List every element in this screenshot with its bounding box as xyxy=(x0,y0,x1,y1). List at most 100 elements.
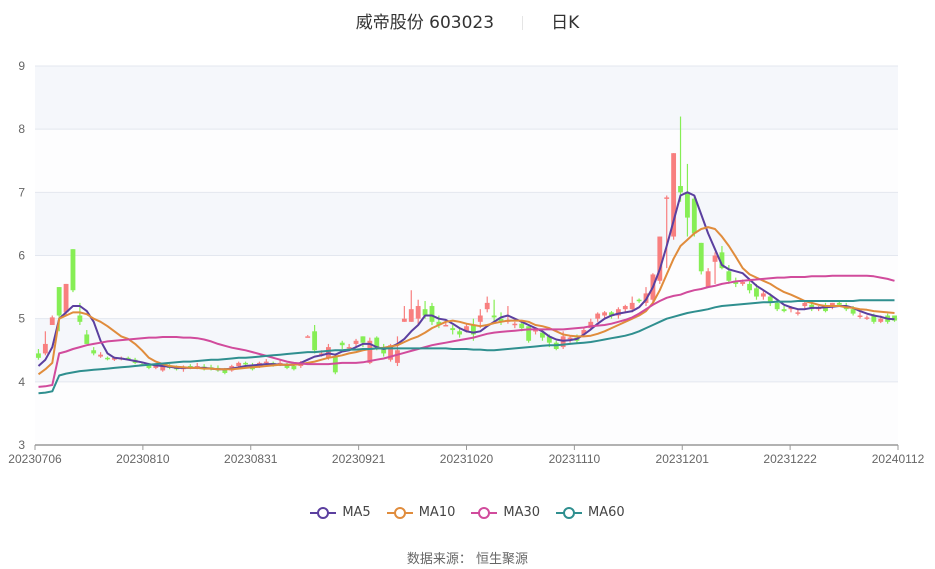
candle-body xyxy=(609,312,614,316)
candle-body xyxy=(470,324,476,335)
candle-body xyxy=(353,340,359,344)
candle-body xyxy=(236,362,242,367)
candle-body xyxy=(836,302,842,305)
candle-body xyxy=(892,315,897,321)
x-tick-label: 20230831 xyxy=(224,452,278,466)
candle-body xyxy=(546,336,552,343)
x-tick-label: 20230706 xyxy=(8,452,62,466)
candle-body xyxy=(636,299,642,302)
candle-body xyxy=(243,362,248,365)
x-tick-label: 20231110 xyxy=(549,452,601,466)
candle-body xyxy=(63,283,69,313)
candle-body xyxy=(760,293,766,297)
candle-body xyxy=(871,315,877,322)
y-tick-label: 3 xyxy=(18,438,25,452)
candle-body xyxy=(98,354,104,357)
candle-body xyxy=(802,302,808,307)
candle-body xyxy=(671,153,677,237)
candle-body xyxy=(512,323,518,326)
candle-body xyxy=(519,323,525,329)
candle-body xyxy=(740,282,746,284)
grid-band xyxy=(35,66,898,130)
candle-body xyxy=(49,317,55,325)
stock-name: 威帝股份 603023 xyxy=(355,13,495,33)
candle-body xyxy=(36,353,41,358)
ma60-line xyxy=(38,299,895,395)
candle-body xyxy=(850,309,856,314)
legend-item-ma5[interactable]: MA5 xyxy=(310,505,371,520)
legend-item-ma10[interactable]: MA10 xyxy=(386,505,456,520)
candle-body xyxy=(878,318,884,322)
ma5-legend-icon xyxy=(310,506,337,519)
candle-body xyxy=(277,362,283,365)
grid-band xyxy=(35,192,898,256)
legend-label: MA10 xyxy=(418,505,456,520)
candle-body xyxy=(305,336,311,338)
candle-body xyxy=(105,357,110,360)
candle-body xyxy=(712,255,718,262)
candle-body xyxy=(664,197,670,199)
y-tick-label: 8 xyxy=(18,122,25,136)
candle-body xyxy=(70,249,76,291)
x-tick-label: 20231201 xyxy=(656,452,710,466)
x-tick-label: 20230921 xyxy=(332,452,386,466)
candle-body xyxy=(678,186,683,193)
candle-body xyxy=(319,353,324,355)
ma10-legend-icon xyxy=(386,506,413,519)
x-tick-label: 20240112 xyxy=(872,452,925,466)
legend-item-ma60[interactable]: MA60 xyxy=(556,505,625,520)
candle-body xyxy=(346,347,352,349)
candle-body xyxy=(374,337,380,348)
ma30-legend-icon xyxy=(471,506,498,519)
candle-body xyxy=(263,361,269,364)
candle-body xyxy=(657,236,663,281)
candle-body xyxy=(284,364,290,368)
candle-body xyxy=(388,345,393,360)
x-tick-label: 20231222 xyxy=(763,452,817,466)
legend: MA5 MA10 MA30 MA60 xyxy=(0,505,935,520)
candle-body xyxy=(615,309,621,316)
candle-body xyxy=(705,271,711,288)
candle-body xyxy=(457,331,463,335)
candle-body xyxy=(422,309,428,316)
candle-body xyxy=(291,366,297,370)
candle-body xyxy=(823,307,828,312)
candle-body xyxy=(42,343,48,354)
legend-label: MA60 xyxy=(588,505,625,520)
candle-body xyxy=(312,331,318,351)
legend-item-ma30[interactable]: MA30 xyxy=(471,505,540,520)
candle-body xyxy=(91,350,97,354)
candle-body xyxy=(450,328,456,331)
candle-body xyxy=(526,326,532,341)
candle-body xyxy=(360,336,366,343)
candle-body xyxy=(588,321,594,329)
candle-body xyxy=(436,321,442,325)
candle-body xyxy=(146,364,152,368)
candle-body xyxy=(464,326,469,332)
candle-body xyxy=(429,306,435,322)
data-source: 数据来源： 恒生聚源 xyxy=(406,552,529,567)
period-label: 日K xyxy=(551,13,580,33)
candle-body xyxy=(595,313,601,319)
x-tick-label: 20231020 xyxy=(440,452,494,466)
candle-body xyxy=(602,312,607,316)
candle-body xyxy=(829,302,835,307)
ma10-line xyxy=(37,226,895,376)
candle-body xyxy=(498,318,504,322)
candle-body xyxy=(153,365,159,368)
candle-body xyxy=(222,369,228,373)
candle-body xyxy=(56,287,62,316)
candle-body xyxy=(781,309,787,312)
grid-band xyxy=(35,255,898,319)
candlestick-chart: 3 4 5 6 7 8 9 20230706 20230810 20230831 20230921 2… xyxy=(8,59,925,466)
candle-body xyxy=(443,324,449,327)
candle-body xyxy=(754,288,759,297)
candle-body xyxy=(540,332,545,338)
y-tick-label: 5 xyxy=(18,312,25,326)
candle-body xyxy=(857,315,863,318)
candle-body xyxy=(367,340,373,363)
candle-body xyxy=(581,330,587,335)
grid-band xyxy=(35,381,898,445)
candle-body xyxy=(774,302,780,310)
y-tick-label: 9 xyxy=(18,59,25,73)
